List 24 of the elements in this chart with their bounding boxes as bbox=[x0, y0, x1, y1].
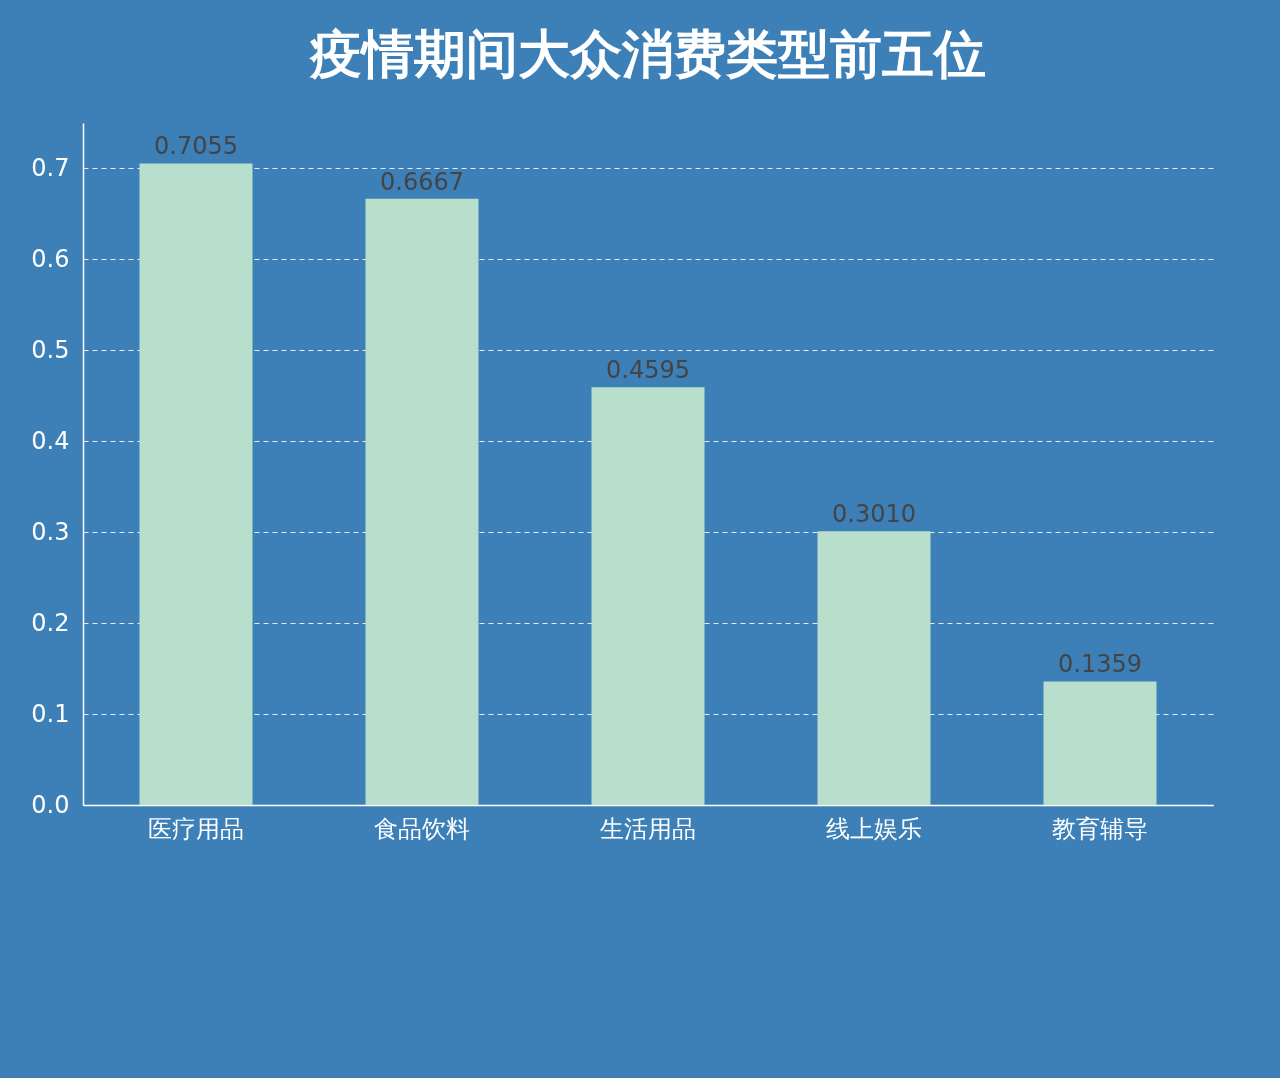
y-tick-label: 0.3 bbox=[31, 517, 70, 546]
data-label: 0.3010 bbox=[832, 500, 916, 529]
y-tick-label: 0.0 bbox=[31, 790, 70, 819]
data-label: 0.7055 bbox=[154, 132, 238, 161]
y-tick-label: 0.2 bbox=[31, 608, 70, 637]
y-tick-label: 0.5 bbox=[31, 335, 70, 364]
bar bbox=[1043, 681, 1157, 805]
x-tick-label: 食品饮料 bbox=[374, 814, 470, 843]
y-tick-label: 0.6 bbox=[31, 244, 70, 273]
x-tick-label: 线上娱乐 bbox=[826, 814, 922, 843]
x-tick-label: 生活用品 bbox=[600, 814, 696, 843]
data-label: 0.4595 bbox=[606, 356, 690, 385]
x-tick-label: 教育辅导 bbox=[1052, 814, 1148, 843]
y-tick-label: 0.7 bbox=[31, 153, 70, 182]
bar bbox=[591, 387, 705, 805]
data-label: 0.6667 bbox=[380, 167, 464, 196]
data-label: 0.1359 bbox=[1058, 650, 1142, 679]
chart-title: 疫情期间大众消费类型前五位 bbox=[309, 24, 986, 84]
bar bbox=[365, 198, 479, 805]
y-tick-label: 0.4 bbox=[31, 426, 70, 455]
y-tick-label: 0.1 bbox=[31, 699, 70, 728]
bar bbox=[139, 163, 253, 805]
x-tick-label: 医疗用品 bbox=[148, 814, 244, 843]
bar bbox=[817, 531, 931, 805]
